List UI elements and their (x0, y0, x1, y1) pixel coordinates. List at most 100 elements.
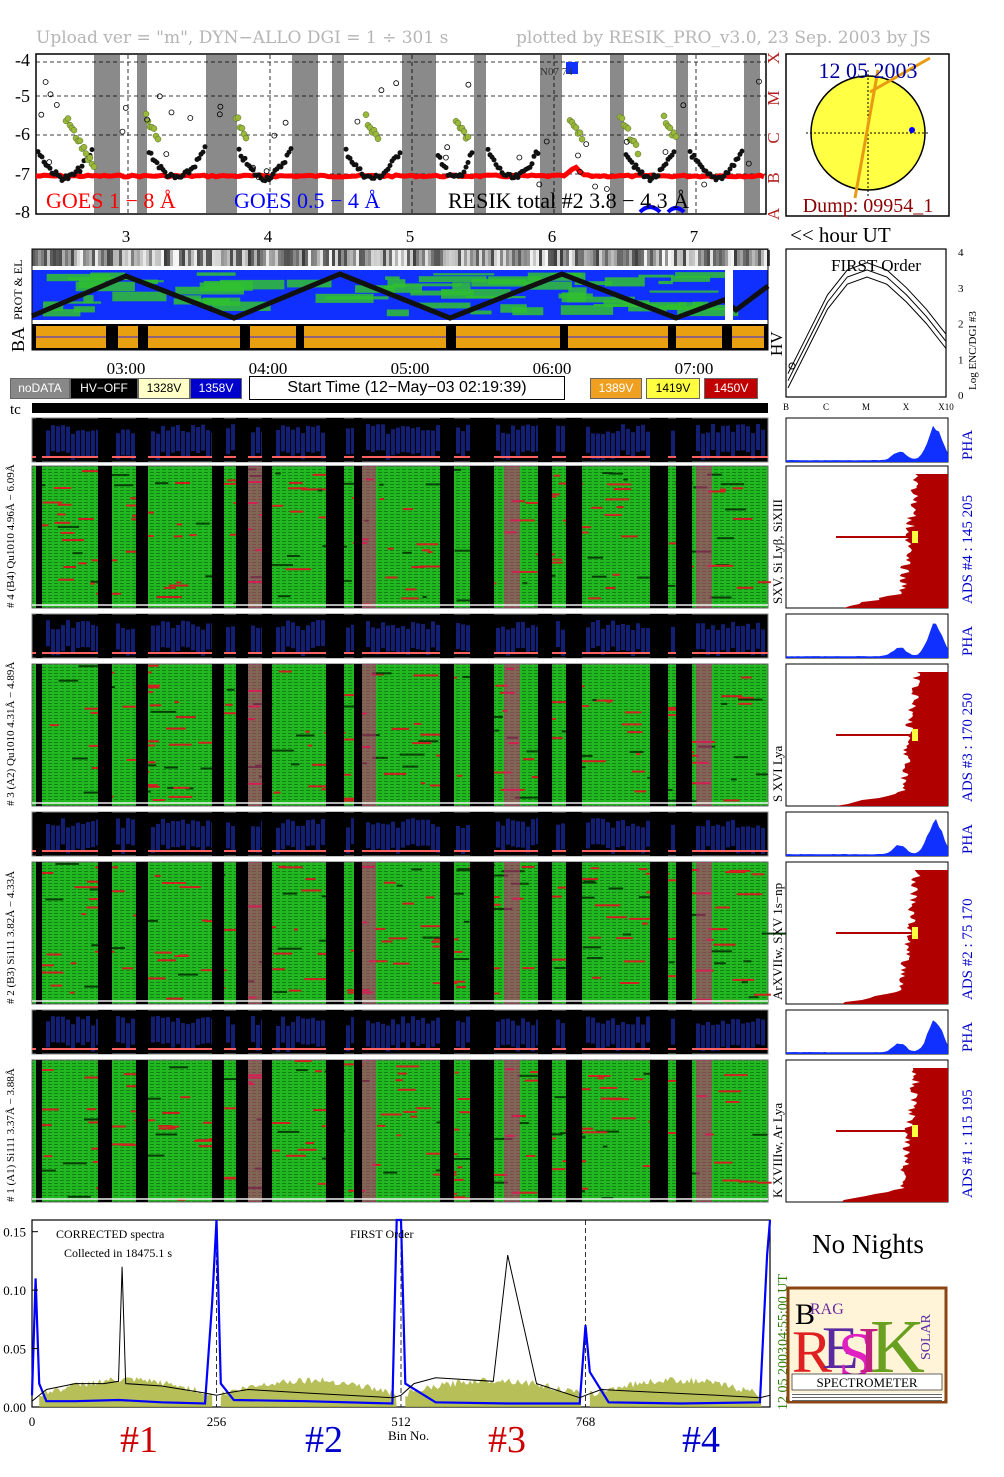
ads-label: ADS #2 : 75 170 (960, 898, 976, 1000)
prot-el-label: PROT & EL (11, 260, 25, 320)
goes-y-tick: -8 (15, 202, 30, 222)
hour-axis: 3 4 5 6 7 (122, 227, 699, 246)
channel-wavelength-label: # 2 (B3) Si111 3.82Å − 4.33Å (5, 871, 17, 1004)
hv-label: HV (767, 331, 786, 356)
spectrum-y-tick: 0.10 (3, 1283, 26, 1298)
goes-lightcurve-panel: N07 74 -4 -5 -6 -7 -8 GOES 1 − 8 Å GOES 0.5 … (15, 50, 783, 222)
spectrum-y-tick: 0.00 (3, 1400, 26, 1415)
time-tick: 03:00 (107, 359, 146, 378)
spectrum-series-0 (30, 1218, 772, 1405)
noaa-region-marker (566, 62, 578, 74)
spectrum-fill-3 (405, 1377, 582, 1407)
spectrum-x-tick: 768 (576, 1414, 596, 1429)
eclipse-band (137, 55, 147, 213)
pha-histogram (786, 425, 948, 462)
orbit-panel: PROT & EL BA HV (8, 248, 786, 356)
goes-y-tick: -7 (15, 164, 30, 184)
spectrum-x-tick: 0 (29, 1414, 36, 1429)
first-order-x-tick: B (783, 402, 789, 412)
spectrum-fill-4 (589, 1377, 762, 1407)
channel-wavelength-label: # 1 (A1) Si111 3.37Å − 3.88Å (5, 1068, 17, 1202)
ads-histogram (842, 870, 948, 1004)
pha-histogram-frame (785, 811, 949, 857)
ads-histogram (835, 672, 948, 806)
eclipse-band (292, 55, 318, 213)
pha-label: PHA (960, 626, 976, 656)
channel-label-2: #2 (305, 1419, 343, 1461)
legend-1389v: 1389V (590, 378, 642, 399)
spectrum-x-tick: 512 (391, 1414, 411, 1429)
legend-1328v: 1328V (138, 378, 190, 399)
channel-label-4: #4 (682, 1419, 720, 1461)
resik-logo: B RAG R E S I K SOLAR SPECTROMETER (786, 1286, 948, 1404)
first-order-x-tick: M (862, 402, 870, 412)
first-order-curve-2 (787, 262, 947, 374)
ads-label: ADS #3 : 170 250 (960, 693, 976, 802)
eclipse-band (94, 55, 120, 213)
sun-date: 12 05 2003 (819, 58, 918, 83)
goes-class-letter: X (764, 52, 783, 64)
legend-1450v: 1450V (704, 378, 758, 399)
time-axis: 03:00 04:00 05:00 06:00 07:00 (107, 359, 714, 378)
channel-wavelength-label: # 4 (B4) Qu1010 4.96Å − 6.09Å (5, 464, 17, 608)
hour-tick: 6 (548, 227, 557, 246)
ads-label: ADS #1 : 115 195 (960, 1089, 976, 1198)
spectrum-y-tick: 0.15 (3, 1225, 26, 1240)
noaa-region-label: N07 74 (540, 66, 573, 78)
spectrogram (31, 465, 769, 609)
goes-class-letter: A (764, 207, 783, 220)
goes-class-letter: B (764, 172, 783, 183)
channel-lines-label: ArXVIIw, SXV 1s−np (770, 883, 785, 1000)
spectrum-series-1 (31, 1254, 771, 1402)
pha-histogram (786, 819, 948, 856)
legend-1419v: 1419V (646, 378, 700, 399)
spectrogram (31, 1059, 769, 1203)
logo-spectrometer-text: SPECTROMETER (816, 1375, 917, 1390)
svg-text:B: B (795, 1298, 815, 1331)
hour-tick: 4 (264, 227, 273, 246)
ads-histogram (843, 474, 948, 608)
spectrum-first-order: FIRST Order (350, 1227, 413, 1241)
spectrum-collected: Collected in 18475.1 s (64, 1246, 172, 1260)
time-tick: 05:00 (391, 359, 430, 378)
first-order-curve-0 (787, 276, 947, 389)
first-order-y-tick: 2 (958, 319, 964, 331)
goes-y-tick: -4 (15, 50, 30, 70)
pha-label: PHA (960, 1022, 976, 1052)
channel-lines-label: SXV, Si Lyβ, SiXIII (770, 499, 785, 604)
first-order-y-tick: 1 (958, 354, 964, 366)
legend-nodata: noDATA (10, 378, 70, 399)
spectrum-y-tick: 0.05 (3, 1342, 26, 1357)
time-tick: 07:00 (675, 359, 714, 378)
goes-class-letter: M (764, 90, 783, 105)
svg-text:E: E (822, 1315, 859, 1381)
channel-3: # 3 (A2) Qu1010 4.31Å − 4.89Å S XVI Lya PH… (5, 613, 976, 807)
no-nights-label: No Nights (812, 1229, 924, 1259)
time-tick: 04:00 (249, 359, 288, 378)
svg-text:I: I (858, 1314, 880, 1387)
plotted-by-text: plotted by RESIK_PRO_v3.0, 23 Sep. 2003 … (516, 28, 931, 48)
goes-y-tick: -5 (15, 86, 30, 106)
first-order-panel: FIRST Order 0 1 2 3 4 B C M X X10 Log ENC/DGI #3 (783, 247, 979, 412)
plot-header: Upload ver = "m", DYN−ALLO DGI = 1 ÷ 301… (36, 28, 931, 48)
pha-histogram (786, 1020, 948, 1054)
hour-tick: 7 (690, 227, 699, 246)
channel-4: # 4 (B4) Qu1010 4.96Å − 6.09Å SXV, Si Lyβ… (5, 417, 976, 609)
upload-version-text: Upload ver = "m", DYN−ALLO DGI = 1 ÷ 301… (36, 28, 449, 48)
ads-histogram (841, 1068, 948, 1202)
first-order-curve-1 (787, 269, 947, 381)
eclipse-band (402, 55, 436, 213)
pha-histogram-frame (785, 613, 949, 659)
goes-05-4-label: GOES 0.5 − 4 Å (234, 188, 380, 213)
channel-wavelength-label: # 3 (A2) Qu1010 4.31Å − 4.89Å (5, 662, 17, 806)
tc-strip (32, 403, 768, 413)
channel-panels: # 4 (B4) Qu1010 4.96Å − 6.09Å SXV, Si Lyβ… (5, 417, 976, 1203)
spectrum-x-tick: 256 (207, 1414, 227, 1429)
goes-y-tick: -6 (15, 124, 30, 144)
tc-label: tc (10, 402, 21, 418)
eclipse-band (332, 55, 344, 213)
resik-total-label: RESIK total #2 3.8 − 4.3 Å (448, 188, 689, 213)
svg-text:SOLAR: SOLAR (919, 1313, 934, 1360)
channel-lines-label: S XVI Lya (770, 745, 785, 802)
